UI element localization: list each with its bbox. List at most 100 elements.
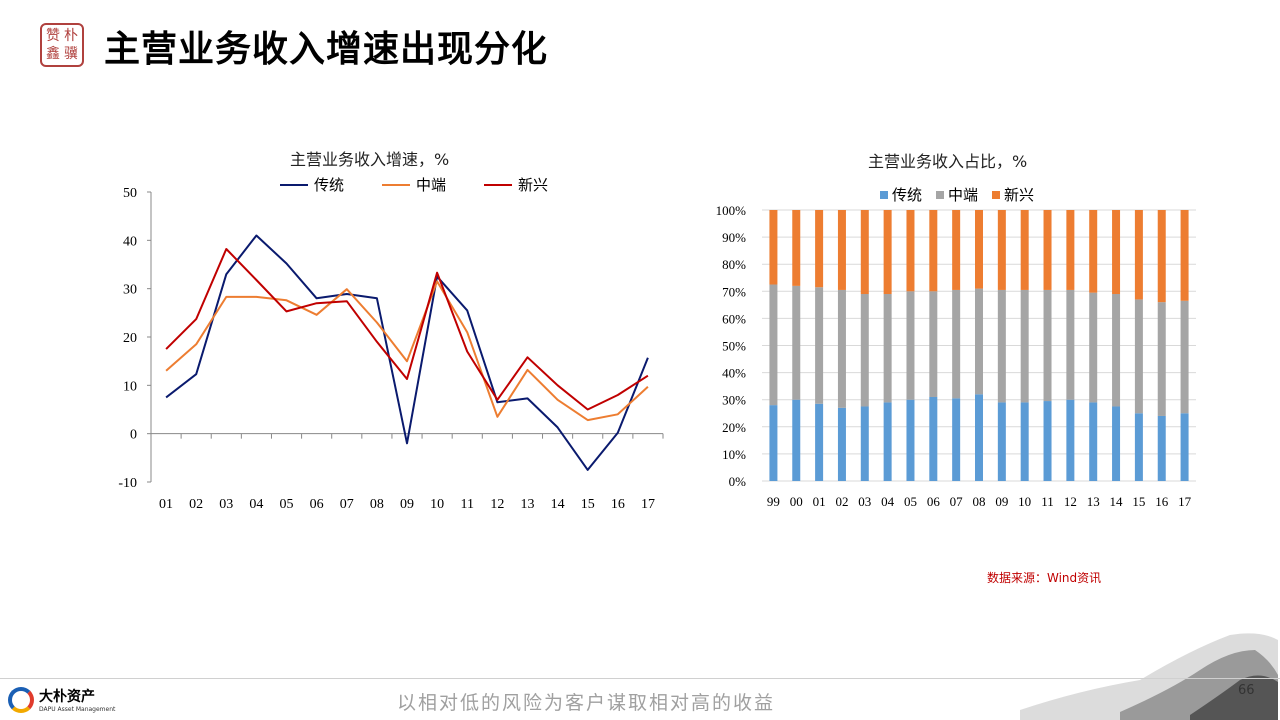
x-tick-label: 15: [581, 497, 595, 512]
bar-segment-新兴: [1020, 210, 1029, 290]
bar-segment-传统: [1089, 402, 1098, 481]
logo-circle-icon: [8, 686, 34, 713]
company-name-cn: 大朴资产: [39, 689, 95, 705]
legend-item-midrange: 中端: [936, 184, 978, 205]
x-tick-label: 12: [490, 497, 504, 512]
data-source-note: 数据来源：Wind资讯: [987, 571, 1102, 585]
legend-label: 传统: [892, 186, 923, 204]
bar-segment-传统: [1112, 406, 1121, 481]
bar-segment-中端: [1020, 289, 1029, 403]
ink-landscape-decoration: [1020, 633, 1278, 720]
series-line-新兴: [165, 248, 649, 411]
bar-segment-新兴: [792, 210, 801, 286]
footer-slogan: 以相对低的风险为客户谋取相对高的收益: [397, 692, 776, 714]
x-tick-label: 07: [340, 497, 354, 512]
series-line-传统: [165, 234, 649, 471]
legend-swatch: [880, 190, 888, 199]
x-tick-label: 14: [551, 497, 565, 512]
company-logo: 大朴资产 DAPU Asset Management: [8, 686, 115, 713]
bar-chart: 100% 90% 80% 70% 60% 50% 40% 30% 20% 10% 0% 99 00 01 0…: [716, 203, 1196, 509]
x-tick-label: 03: [219, 497, 233, 512]
y-tick-label: 0: [130, 428, 137, 443]
x-tick-label: 11: [1041, 494, 1054, 509]
y-tick-label: 10%: [722, 447, 746, 462]
bar-segment-传统: [837, 407, 846, 481]
bar-segment-中端: [906, 291, 915, 400]
legend-item-midrange: 中端: [382, 174, 446, 195]
bar-segment-中端: [1180, 300, 1189, 414]
legend-swatch: [382, 183, 411, 186]
x-tick-label: 08: [370, 497, 384, 512]
bar-segment-传统: [792, 399, 801, 481]
legend-label: 新兴: [518, 176, 549, 194]
page-number: 66: [1238, 683, 1255, 698]
legend-label: 新兴: [1004, 186, 1035, 204]
bar-segment-新兴: [815, 210, 824, 288]
bar-segment-中端: [883, 294, 892, 403]
line-chart-legend: 传统 中端 新兴: [280, 174, 586, 195]
bar-segment-中端: [815, 287, 824, 404]
bar-segment-新兴: [929, 210, 938, 292]
bar-segment-新兴: [1089, 210, 1098, 293]
x-tick-label: 13: [520, 497, 534, 512]
legend-item-emerging: 新兴: [484, 174, 548, 195]
x-tick-label: 00: [790, 494, 803, 509]
x-tick-label: 05: [904, 494, 917, 509]
x-tick-label: 10: [1018, 494, 1031, 509]
series-line-中端: [165, 280, 649, 422]
bar-segment-中端: [997, 289, 1006, 403]
x-tick-label: 99: [767, 494, 780, 509]
bar-segment-传统: [860, 406, 869, 481]
legend-label: 中端: [948, 186, 979, 204]
y-tick-label: 100%: [716, 203, 747, 218]
x-tick-label: 13: [1087, 494, 1100, 509]
x-tick-label: 07: [950, 494, 964, 509]
x-tick-label: 04: [881, 494, 895, 509]
y-tick-label: 40%: [722, 366, 746, 381]
x-tick-label: 10: [430, 497, 444, 512]
y-tick-label: 30: [123, 283, 137, 298]
y-tick-label: 50%: [722, 339, 746, 354]
page-title: 主营业务收入增速出现分化: [104, 29, 549, 70]
legend-item-traditional: 传统: [280, 174, 344, 195]
bar-segment-新兴: [1043, 210, 1052, 290]
legend-label: 中端: [416, 176, 447, 194]
footer-divider: [0, 678, 1280, 679]
x-tick-label: 02: [835, 494, 848, 509]
y-tick-label: 40: [123, 234, 137, 249]
bar-segment-传统: [769, 405, 778, 481]
bar-segment-中端: [975, 288, 983, 395]
bar-segment-新兴: [1134, 210, 1143, 300]
seal-char: 赞: [46, 28, 60, 44]
x-tick-label: 03: [858, 494, 871, 509]
bar-segment-中端: [1134, 299, 1143, 414]
seal-char: 骥: [64, 46, 78, 62]
bar-segment-新兴: [1112, 210, 1121, 295]
bar-segment-中端: [860, 294, 869, 407]
bar-segment-新兴: [860, 210, 869, 295]
x-tick-label: 02: [189, 497, 203, 512]
x-tick-label: 11: [460, 497, 473, 512]
bar-segment-传统: [1043, 401, 1052, 481]
bar-segment-传统: [1020, 402, 1029, 481]
x-tick-label: 12: [1064, 494, 1077, 509]
bar-segment-中端: [1157, 302, 1166, 416]
bar-segment-中端: [837, 289, 846, 408]
bar-segment-新兴: [1180, 210, 1189, 301]
bar-segment-新兴: [1066, 210, 1075, 290]
seal-char: 朴: [64, 28, 78, 44]
y-tick-label: 70%: [722, 284, 746, 299]
x-tick-label: 09: [995, 494, 1008, 509]
line-chart-title: 主营业务收入增速，%: [290, 150, 450, 169]
bar-segment-传统: [815, 403, 824, 481]
y-tick-label: 0%: [729, 474, 747, 489]
x-tick-label: 01: [159, 497, 173, 512]
bar-segment-中端: [1043, 289, 1052, 402]
x-tick-label: 04: [249, 497, 263, 512]
bar-segment-新兴: [837, 210, 846, 290]
bar-segment-传统: [1180, 413, 1189, 481]
x-tick-label: 01: [813, 494, 826, 509]
bar-segment-传统: [1066, 399, 1075, 481]
x-tick-label: 17: [641, 497, 655, 512]
legend-swatch: [280, 183, 308, 186]
